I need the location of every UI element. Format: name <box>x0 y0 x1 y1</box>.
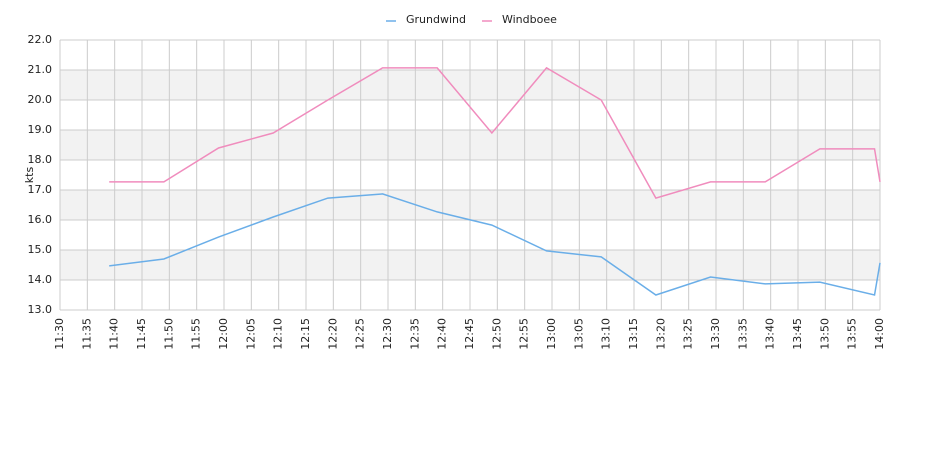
y-tick-label: 14.0 <box>28 273 53 286</box>
x-tick-label: 13:10 <box>600 318 613 350</box>
x-tick-label: 13:15 <box>627 318 640 350</box>
x-tick-label: 12:20 <box>326 318 339 350</box>
y-tick-label: 15.0 <box>28 243 53 256</box>
x-tick-label: 12:45 <box>463 318 476 350</box>
x-tick-label: 13:00 <box>545 318 558 350</box>
legend-label: Windboee <box>502 13 557 26</box>
x-tick-label: 12:00 <box>217 318 230 350</box>
y-axis-label: kts <box>23 167 36 184</box>
x-tick-label: 13:45 <box>791 318 804 350</box>
x-tick-label: 13:05 <box>572 318 585 350</box>
x-tick-label: 11:55 <box>190 318 203 350</box>
x-tick-label: 11:35 <box>80 318 93 350</box>
x-tick-label: 12:35 <box>408 318 421 350</box>
x-tick-label: 13:40 <box>764 318 777 350</box>
y-tick-label: 20.0 <box>28 93 53 106</box>
x-tick-label: 12:25 <box>354 318 367 350</box>
x-tick-label: 11:50 <box>162 318 175 350</box>
x-tick-label: 12:15 <box>299 318 312 350</box>
y-tick-label: 16.0 <box>28 213 53 226</box>
y-tick-label: 22.0 <box>28 33 53 46</box>
x-tick-label: 13:50 <box>818 318 831 350</box>
x-tick-label: 12:10 <box>272 318 285 350</box>
x-tick-label: 13:20 <box>654 318 667 350</box>
series-line <box>109 193 881 296</box>
x-tick-label: 11:40 <box>108 318 121 350</box>
y-tick-label: 18.0 <box>28 153 53 166</box>
x-tick-label: 12:40 <box>436 318 449 350</box>
x-tick-label: 13:25 <box>682 318 695 350</box>
y-tick-label: 17.0 <box>28 183 53 196</box>
x-tick-label: 12:05 <box>244 318 257 350</box>
y-tick-label: 19.0 <box>28 123 53 136</box>
x-tick-label: 13:55 <box>846 318 859 350</box>
x-tick-label: 11:45 <box>135 318 148 350</box>
legend-label: Grundwind <box>406 13 466 26</box>
x-tick-label: 12:30 <box>381 318 394 350</box>
x-tick-label: 12:50 <box>490 318 503 350</box>
x-tick-label: 11:30 <box>53 318 66 350</box>
x-tick-label: 12:55 <box>518 318 531 350</box>
y-tick-label: 13.0 <box>28 303 53 316</box>
x-tick-label: 14:00 <box>873 318 886 350</box>
x-tick-label: 13:35 <box>736 318 749 350</box>
series-line <box>109 66 881 199</box>
x-tick-label: 13:30 <box>709 318 722 350</box>
y-tick-label: 21.0 <box>28 63 53 76</box>
